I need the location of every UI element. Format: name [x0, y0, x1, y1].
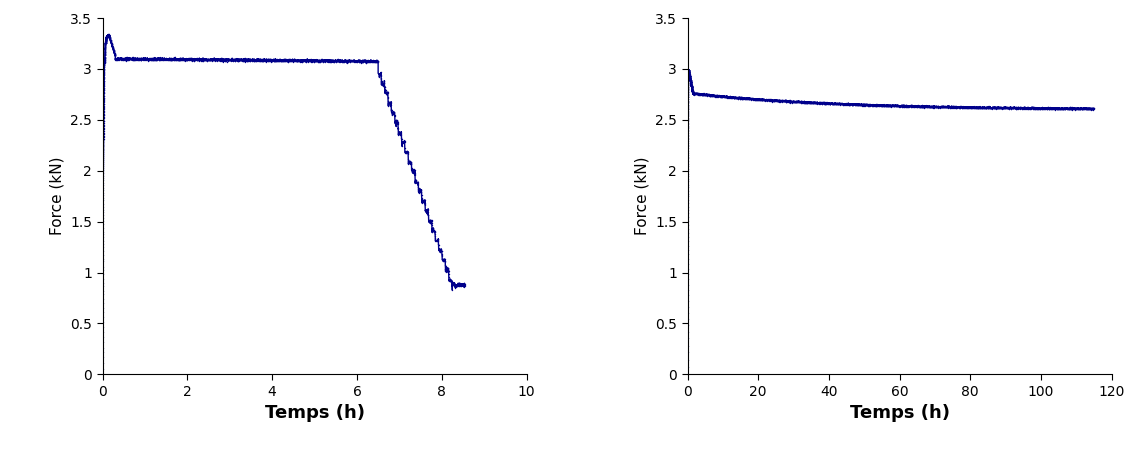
X-axis label: Temps (h): Temps (h) [849, 404, 950, 422]
Y-axis label: Force (kN): Force (kN) [635, 157, 650, 235]
X-axis label: Temps (h): Temps (h) [264, 404, 365, 422]
Y-axis label: Force (kN): Force (kN) [50, 157, 65, 235]
